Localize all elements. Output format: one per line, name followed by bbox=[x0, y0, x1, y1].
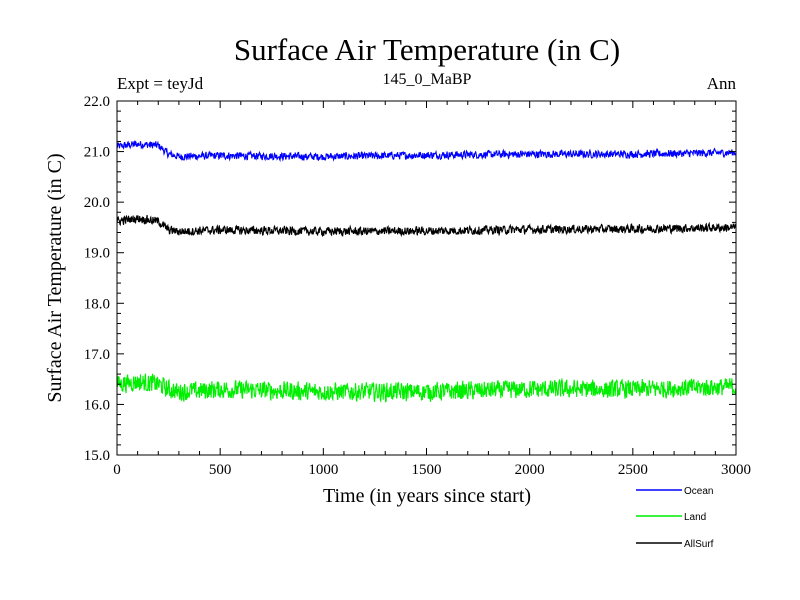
x-tick-label: 2500 bbox=[618, 462, 648, 478]
y-axis-label: Surface Air Temperature (in C) bbox=[44, 153, 66, 402]
axis-ticks: 0 500 1000 1500 2000 2500 3000 15.0 16.0 17.0 18.0… bbox=[84, 94, 751, 478]
experiment-label: Expt = teyJd bbox=[117, 74, 204, 93]
legend-label-land: Land bbox=[684, 512, 706, 523]
chart-subtitle: 145_0_MaBP bbox=[383, 71, 472, 88]
x-tick-label: 2000 bbox=[515, 462, 545, 478]
x-axis-label: Time (in years since start) bbox=[323, 485, 531, 507]
x-tick-label: 3000 bbox=[721, 462, 751, 478]
x-tick-label: 1000 bbox=[308, 462, 338, 478]
series-line-land bbox=[116, 373, 737, 404]
y-tick-label: 18.0 bbox=[84, 296, 110, 312]
y-tick-label: 16.0 bbox=[84, 397, 110, 413]
y-tick-label: 21.0 bbox=[84, 145, 110, 161]
y-tick-label: 20.0 bbox=[84, 195, 110, 211]
x-tick-label: 1500 bbox=[412, 462, 442, 478]
legend-label-ocean: Ocean bbox=[684, 486, 713, 497]
chart-title: Surface Air Temperature (in C) bbox=[234, 32, 620, 67]
legend: Ocean Land AllSurf bbox=[636, 486, 714, 550]
y-tick-label: 22.0 bbox=[84, 94, 110, 110]
x-tick-label: 0 bbox=[113, 462, 121, 478]
series-line-ocean bbox=[116, 140, 737, 163]
season-label: Ann bbox=[707, 74, 737, 93]
y-tick-label: 17.0 bbox=[84, 347, 110, 363]
y-tick-label: 19.0 bbox=[84, 246, 110, 262]
series-line-allsurf bbox=[116, 214, 737, 238]
x-tick-label: 500 bbox=[209, 462, 232, 478]
legend-label-allsurf: AllSurf bbox=[684, 539, 714, 550]
plot-area bbox=[116, 140, 737, 404]
y-tick-label: 15.0 bbox=[84, 448, 110, 464]
